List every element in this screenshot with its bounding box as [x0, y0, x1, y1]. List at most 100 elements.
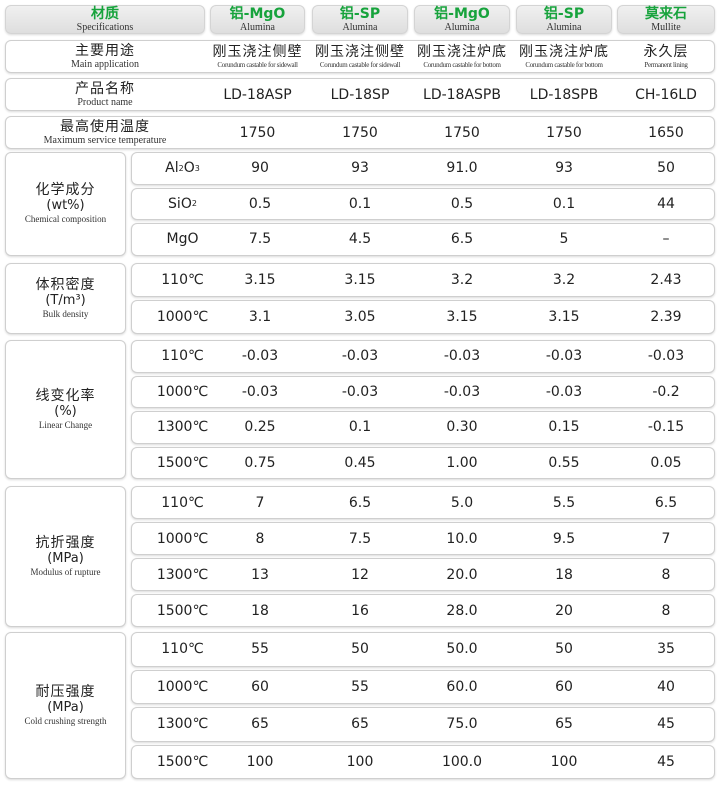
main_application-label-en: Main application: [70, 58, 140, 70]
main_application-value-zh: 永久层: [643, 43, 689, 60]
main_application-value: 刚玉浇注侧壁 Corundum castable for sidewall: [206, 40, 309, 73]
column-material-zh: 铝-SP: [339, 5, 381, 22]
row-value-text: 0.5: [450, 195, 474, 212]
row-value: 5.0: [414, 486, 510, 519]
group-row: [131, 744, 715, 779]
header-column: 铝-MgO Alumina: [210, 5, 305, 34]
row-value-text: 0.25: [244, 419, 276, 436]
row-value: 50: [312, 632, 408, 667]
row-value: 3.15: [414, 300, 510, 334]
row-value: -0.03: [617, 340, 715, 373]
group-row: [131, 486, 715, 519]
group-row: [131, 707, 715, 742]
group-label-box: [5, 340, 126, 479]
row-value: 5: [516, 223, 612, 256]
group-row: [131, 669, 715, 704]
row-label-text: SiO: [168, 195, 192, 212]
group-label-unit: (T/m³): [45, 293, 86, 308]
row-value: 45: [617, 707, 715, 742]
row-value-text: 5.5: [552, 494, 576, 511]
row-value-text: 65: [555, 716, 573, 733]
product_name-value: CH-16LD: [613, 78, 719, 111]
group-row: [131, 446, 715, 479]
row-value: 0.1: [312, 188, 408, 221]
row-value: 0.1: [312, 411, 408, 444]
row-label: MgO: [140, 223, 225, 256]
row-value: -0.2: [617, 376, 715, 409]
row-value-text: 0.15: [548, 419, 580, 436]
row-value-text: 0.1: [348, 195, 372, 212]
group-label-unit: (wt%): [46, 198, 85, 214]
row-value-text: -0.03: [545, 348, 583, 365]
row-value-text: 16: [351, 602, 369, 619]
group-label: 耐压强度 (MPa) Cold crushing strength: [5, 632, 126, 779]
row-value: 6.5: [414, 223, 510, 256]
row-label: Al 2 O 3: [140, 152, 225, 185]
row-label-text: MgO: [166, 231, 199, 248]
row-value: 3.15: [312, 263, 408, 297]
column-material-en: Alumina: [546, 21, 582, 33]
main_application-value: 刚玉浇注炉底 Corundum castable for bottom: [512, 40, 616, 73]
max_temp-value: 1750: [308, 116, 412, 149]
row-value-text: -0.03: [241, 383, 279, 400]
row-value: -0.15: [617, 411, 715, 444]
max_temp-value: 1750: [410, 116, 514, 149]
main_application-value-zh: 刚玉浇注炉底: [519, 43, 609, 60]
main_application-value-en: Corundum castable for sidewall: [319, 60, 401, 69]
row-value: 0.75: [225, 447, 295, 480]
row-value: 100: [516, 745, 612, 780]
max_temp-value: 1750: [239, 124, 276, 141]
product_name-label: 产品名称 Product name: [5, 78, 205, 111]
row-value-text: 3.15: [446, 309, 478, 325]
row-label: 1300℃: [140, 707, 225, 742]
row-label-sub2: 3: [194, 163, 200, 173]
row-value: 0.30: [414, 411, 510, 444]
row-value-text: -0.03: [647, 348, 685, 365]
row-label-text: 110℃: [161, 494, 204, 511]
row-value-text: 3.1: [248, 309, 272, 325]
row-value: 0.5: [225, 188, 295, 221]
row-label: 1300℃: [140, 411, 225, 444]
group-label-box: [5, 152, 126, 256]
header-column-cell: [210, 5, 305, 34]
row-value-text: 0.75: [244, 454, 276, 471]
row-label-text: 110℃: [161, 641, 204, 658]
row-value-text: 8: [661, 602, 671, 619]
group-label-en: Cold crushing strength: [24, 716, 107, 726]
max_temp-value: 1750: [546, 124, 582, 141]
column-material-zh: 铝-SP: [543, 5, 585, 22]
product_name-value: LD-18ASP: [223, 86, 292, 103]
row-value-text: 44: [657, 195, 675, 212]
main_application-value-zh: 刚玉浇注炉底: [417, 43, 507, 60]
row-value-text: 18: [251, 602, 269, 619]
row-value-text: –: [662, 231, 670, 248]
row-value: 100: [312, 745, 408, 780]
row-value-text: 60.0: [446, 678, 478, 695]
group-label-zh: 线变化率: [35, 388, 96, 404]
row-label-text2: O: [183, 160, 195, 177]
product_name-value: LD-18SPB: [529, 86, 599, 103]
row-label: 1000℃: [140, 670, 225, 705]
row-value-text: 2.43: [650, 272, 682, 288]
row-label: 1300℃: [140, 558, 225, 591]
row-label-text: 1000℃: [156, 678, 209, 695]
header-column: 铝-SP Alumina: [516, 5, 612, 34]
group-row: [131, 340, 715, 373]
main_application-value-en: Corundum castable for bottom: [423, 60, 501, 69]
row-label: 1000℃: [140, 522, 225, 555]
group-label-zh: 化学成分: [35, 182, 96, 199]
row-label-text: 110℃: [161, 348, 204, 365]
group-label-zh: 耐压强度: [35, 684, 96, 700]
row-value-text: 3.15: [548, 309, 580, 325]
row-label-text: 1500℃: [156, 753, 209, 770]
row-value-text: 0.1: [552, 195, 576, 212]
row-main_application: [5, 40, 715, 73]
row-label: 110℃: [140, 263, 225, 297]
max_temp-label-en: Maximum service temperature: [43, 134, 167, 146]
row-value-text: 6.5: [450, 231, 474, 248]
row-value-text: -0.03: [241, 348, 279, 365]
row-value-text: 20: [555, 602, 573, 619]
row-value: 8: [617, 594, 715, 627]
row-value-text: 8: [661, 566, 671, 583]
group-row: [131, 223, 715, 256]
